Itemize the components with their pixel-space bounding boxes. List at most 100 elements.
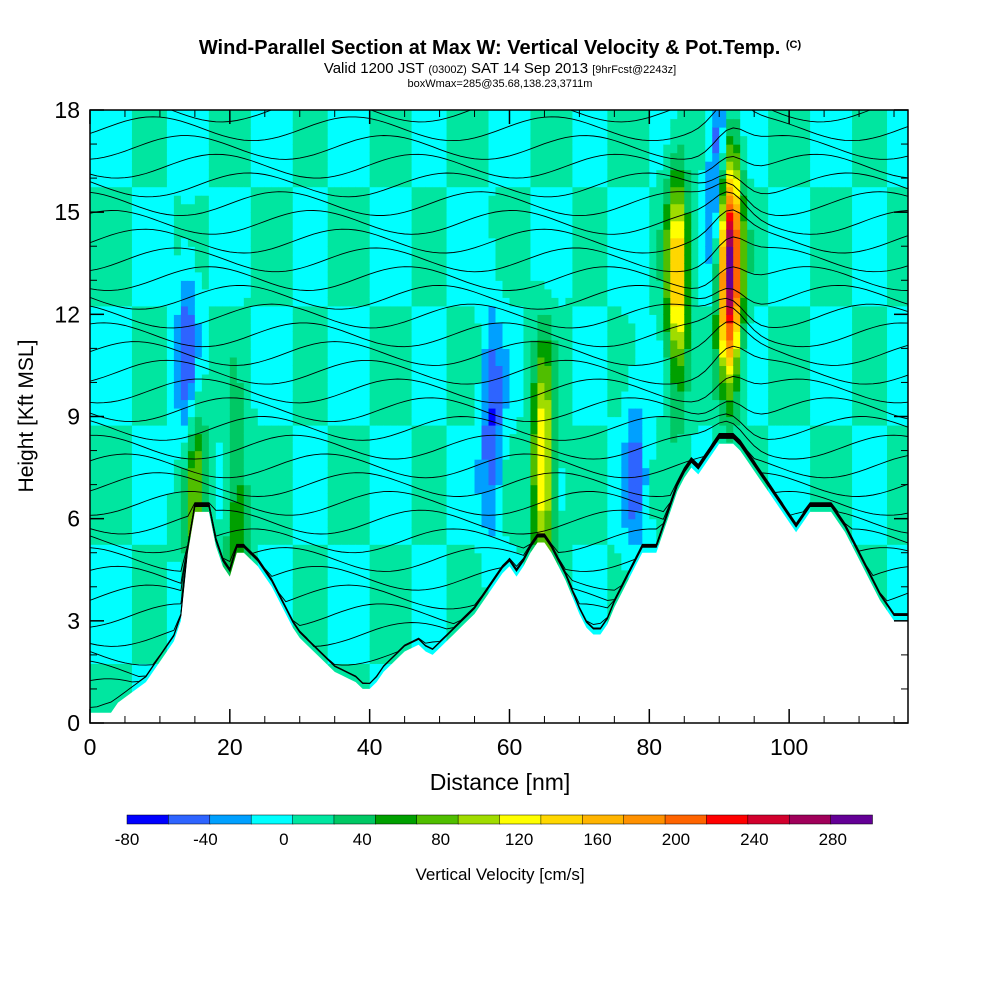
velocity-cell <box>544 144 553 154</box>
velocity-cell <box>537 399 546 409</box>
velocity-cell <box>306 305 315 315</box>
velocity-cell <box>264 246 273 256</box>
velocity-cell <box>166 535 175 545</box>
velocity-cell <box>565 442 574 452</box>
velocity-cell <box>138 501 147 511</box>
velocity-cell <box>488 297 497 307</box>
velocity-cell <box>278 535 287 545</box>
velocity-cell <box>348 416 357 426</box>
velocity-cell <box>187 118 196 128</box>
velocity-cell <box>383 663 392 673</box>
velocity-cell <box>537 186 546 196</box>
velocity-cell <box>355 365 364 375</box>
velocity-cell <box>523 186 532 196</box>
velocity-cell <box>530 365 539 375</box>
velocity-cell <box>411 399 420 409</box>
velocity-cell <box>509 118 518 128</box>
velocity-cell <box>481 314 490 324</box>
velocity-cell <box>229 161 238 171</box>
velocity-cell <box>383 407 392 418</box>
velocity-cell <box>495 518 504 528</box>
velocity-cell <box>194 297 203 307</box>
velocity-cell <box>264 254 273 264</box>
velocity-cell <box>208 331 217 341</box>
velocity-cell <box>516 425 525 435</box>
velocity-cell <box>544 399 553 409</box>
velocity-cell <box>432 356 441 367</box>
velocity-cell <box>103 356 112 367</box>
velocity-cell <box>355 603 364 613</box>
velocity-cell <box>271 110 280 120</box>
velocity-cell <box>327 527 336 537</box>
velocity-cell <box>201 127 210 137</box>
velocity-cell <box>222 212 231 222</box>
velocity-cell <box>180 178 189 188</box>
velocity-cell <box>509 425 518 435</box>
velocity-cell <box>271 450 280 460</box>
velocity-cell <box>453 552 462 562</box>
velocity-cell <box>313 442 322 452</box>
velocity-cell <box>264 399 273 409</box>
velocity-cell <box>124 356 133 367</box>
velocity-cell <box>488 356 497 367</box>
velocity-cell <box>313 382 322 392</box>
velocity-cell <box>355 527 364 537</box>
velocity-cell <box>124 118 133 128</box>
velocity-cell <box>222 459 231 469</box>
velocity-cell <box>250 237 259 247</box>
velocity-cell <box>467 365 476 375</box>
velocity-cell <box>383 152 392 162</box>
velocity-cell <box>558 331 567 341</box>
velocity-cell <box>222 527 231 537</box>
velocity-cell <box>348 212 357 222</box>
velocity-cell <box>495 161 504 171</box>
velocity-cell <box>383 433 392 443</box>
velocity-cell <box>481 237 490 247</box>
velocity-cell <box>152 535 161 545</box>
velocity-cell <box>222 442 231 452</box>
velocity-cell <box>131 459 140 469</box>
velocity-cell <box>320 178 329 188</box>
velocity-cell <box>320 203 329 213</box>
velocity-cell <box>271 569 280 579</box>
velocity-cell <box>495 382 504 392</box>
velocity-cell <box>348 203 357 213</box>
velocity-cell <box>173 612 182 622</box>
velocity-cell <box>320 493 329 503</box>
velocity-cell <box>502 152 511 162</box>
velocity-cell <box>432 476 441 486</box>
velocity-cell <box>306 212 315 222</box>
velocity-cell <box>292 603 301 613</box>
velocity-cell <box>558 518 567 528</box>
velocity-cell <box>124 169 133 179</box>
velocity-cell <box>376 314 385 324</box>
velocity-cell <box>159 280 168 290</box>
velocity-cell <box>138 646 147 656</box>
velocity-cell <box>355 561 364 571</box>
velocity-cell <box>376 246 385 256</box>
velocity-cell <box>383 459 392 469</box>
velocity-cell <box>348 254 357 264</box>
velocity-cell <box>348 271 357 281</box>
velocity-cell <box>509 254 518 264</box>
velocity-cell <box>257 442 266 452</box>
velocity-cell <box>180 263 189 273</box>
velocity-cell <box>103 161 112 171</box>
velocity-cell <box>152 110 161 120</box>
velocity-cell <box>474 161 483 171</box>
velocity-cell <box>327 280 336 290</box>
velocity-cell <box>495 178 504 188</box>
velocity-cell <box>565 331 574 341</box>
velocity-cell <box>278 493 287 503</box>
velocity-cell <box>250 390 259 401</box>
velocity-cell <box>187 433 196 443</box>
velocity-cell <box>306 152 315 162</box>
velocity-cell <box>341 271 350 281</box>
velocity-cell <box>488 433 497 443</box>
velocity-cell <box>334 135 343 145</box>
velocity-cell <box>334 169 343 179</box>
velocity-cell <box>474 135 483 145</box>
velocity-cell <box>425 493 434 503</box>
velocity-cell <box>278 467 287 477</box>
velocity-cell <box>502 246 511 256</box>
